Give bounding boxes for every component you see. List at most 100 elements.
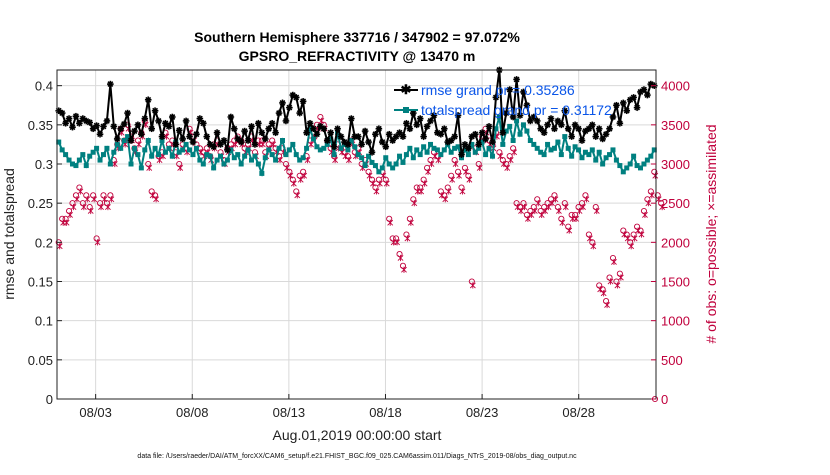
totalspread-point — [379, 165, 385, 171]
rmse-point — [465, 145, 472, 152]
totalspread-point — [527, 138, 533, 143]
obs-possible-point — [603, 298, 610, 305]
totalspread-point — [610, 147, 616, 153]
totalspread-point — [200, 161, 206, 167]
y-axis-label-left: rmse and totalspread — [1, 168, 17, 300]
y-tick-label-left: 0.1 — [35, 314, 53, 329]
totalspread-point — [94, 145, 100, 151]
totalspread-point — [304, 145, 310, 151]
rmse-point — [568, 133, 575, 140]
y-tick-label-left: 0.25 — [28, 196, 53, 211]
totalspread-point — [613, 157, 619, 163]
obs-possible-point — [300, 168, 307, 175]
obs-assimilated-point — [600, 290, 607, 297]
obs-assimilated-point — [442, 196, 449, 203]
totalspread-point — [376, 169, 382, 175]
totalspread-point — [211, 165, 217, 171]
totalspread-point — [634, 163, 640, 169]
totalspread-point — [479, 139, 485, 145]
totalspread-point — [228, 147, 234, 153]
totalspread-point — [169, 153, 175, 159]
totalspread-point — [242, 153, 248, 159]
totalspread-point — [107, 161, 113, 167]
obs-possible-point — [76, 184, 83, 191]
totalspread-point — [162, 149, 168, 155]
totalspread-point — [366, 153, 372, 159]
legend-spread-label: totalspread grand pr = 0.31172 — [421, 102, 612, 118]
totalspread-point — [331, 152, 337, 158]
totalspread-point — [548, 147, 554, 153]
totalspread-point — [183, 141, 189, 147]
totalspread-point — [131, 145, 137, 151]
obs-possible-point — [386, 215, 393, 222]
totalspread-point — [624, 165, 630, 171]
totalspread-point — [438, 152, 444, 158]
obs-assimilated-point — [70, 203, 77, 211]
rmse-point — [158, 133, 166, 140]
rmse-series — [55, 66, 658, 158]
obs-assimilated-point — [583, 196, 590, 203]
totalspread-series — [56, 114, 657, 177]
rmse-point — [203, 133, 211, 140]
totalspread-point — [434, 147, 440, 153]
obs-assimilated-point — [469, 282, 476, 289]
totalspread-point — [245, 147, 251, 153]
rmse-point — [265, 125, 273, 133]
totalspread-point — [617, 163, 623, 169]
obs-assimilated-point — [535, 200, 542, 207]
totalspread-point — [193, 145, 199, 151]
totalspread-point — [428, 141, 434, 147]
rmse-point — [385, 130, 393, 138]
rmse-point — [224, 146, 231, 154]
obs-possible-point — [293, 188, 300, 195]
obs-assimilated-point — [373, 188, 380, 195]
obs-assimilated-point — [411, 200, 418, 207]
rmse-point — [413, 121, 421, 129]
rmse-point — [540, 129, 548, 136]
rmse-point — [251, 141, 259, 148]
obs-assimilated-point — [404, 235, 411, 242]
totalspread-point — [517, 131, 523, 137]
obs-assimilated-point — [259, 141, 266, 148]
obs-assimilated-point — [652, 172, 659, 179]
totalspread-point — [403, 152, 409, 158]
obs-possible-point — [100, 192, 107, 199]
obs-assimilated-point — [98, 203, 104, 211]
totalspread-point — [493, 126, 499, 132]
totalspread-point — [472, 149, 478, 155]
y-tick-label-left: 0.05 — [28, 353, 53, 368]
totalspread-point — [259, 170, 265, 176]
totalspread-point — [266, 147, 272, 153]
y-tick-label-left: 0.2 — [35, 235, 53, 250]
obs-assimilated-point — [153, 196, 160, 203]
rmse-point — [354, 133, 362, 140]
totalspread-point — [80, 152, 86, 158]
rmse-point — [613, 101, 620, 109]
totalspread-point — [500, 141, 506, 147]
obs-assimilated-point — [135, 141, 142, 148]
obs-assimilated-point — [80, 203, 87, 211]
obs-assimilated-point — [407, 219, 414, 226]
obs-assimilated-point — [593, 207, 600, 215]
x-tick-label: 08/13 — [273, 405, 306, 420]
obs-assimilated-point — [452, 160, 459, 168]
totalspread-point — [317, 147, 323, 153]
rmse-point — [306, 119, 314, 127]
rmse-point — [561, 107, 569, 115]
y-axis-label-right: # of obs: o=possible; ×=assimilated — [703, 124, 719, 343]
totalspread-point — [452, 145, 458, 151]
totalspread-point — [372, 163, 378, 169]
rmse-point — [372, 130, 379, 138]
obs-assimilated-point — [586, 235, 593, 242]
rmse-point — [619, 99, 627, 107]
totalspread-point — [503, 128, 509, 134]
rmse-point — [227, 113, 235, 121]
totalspread-point — [97, 157, 103, 163]
obs-assimilated-point — [659, 203, 666, 211]
y-tick-label-right: 1500 — [661, 275, 690, 290]
obs-assimilated-point — [645, 200, 652, 207]
totalspread-point — [104, 145, 110, 151]
obs-assimilated-point — [270, 141, 277, 148]
totalspread-point — [483, 152, 489, 158]
obs-assimilated-point — [84, 196, 91, 203]
